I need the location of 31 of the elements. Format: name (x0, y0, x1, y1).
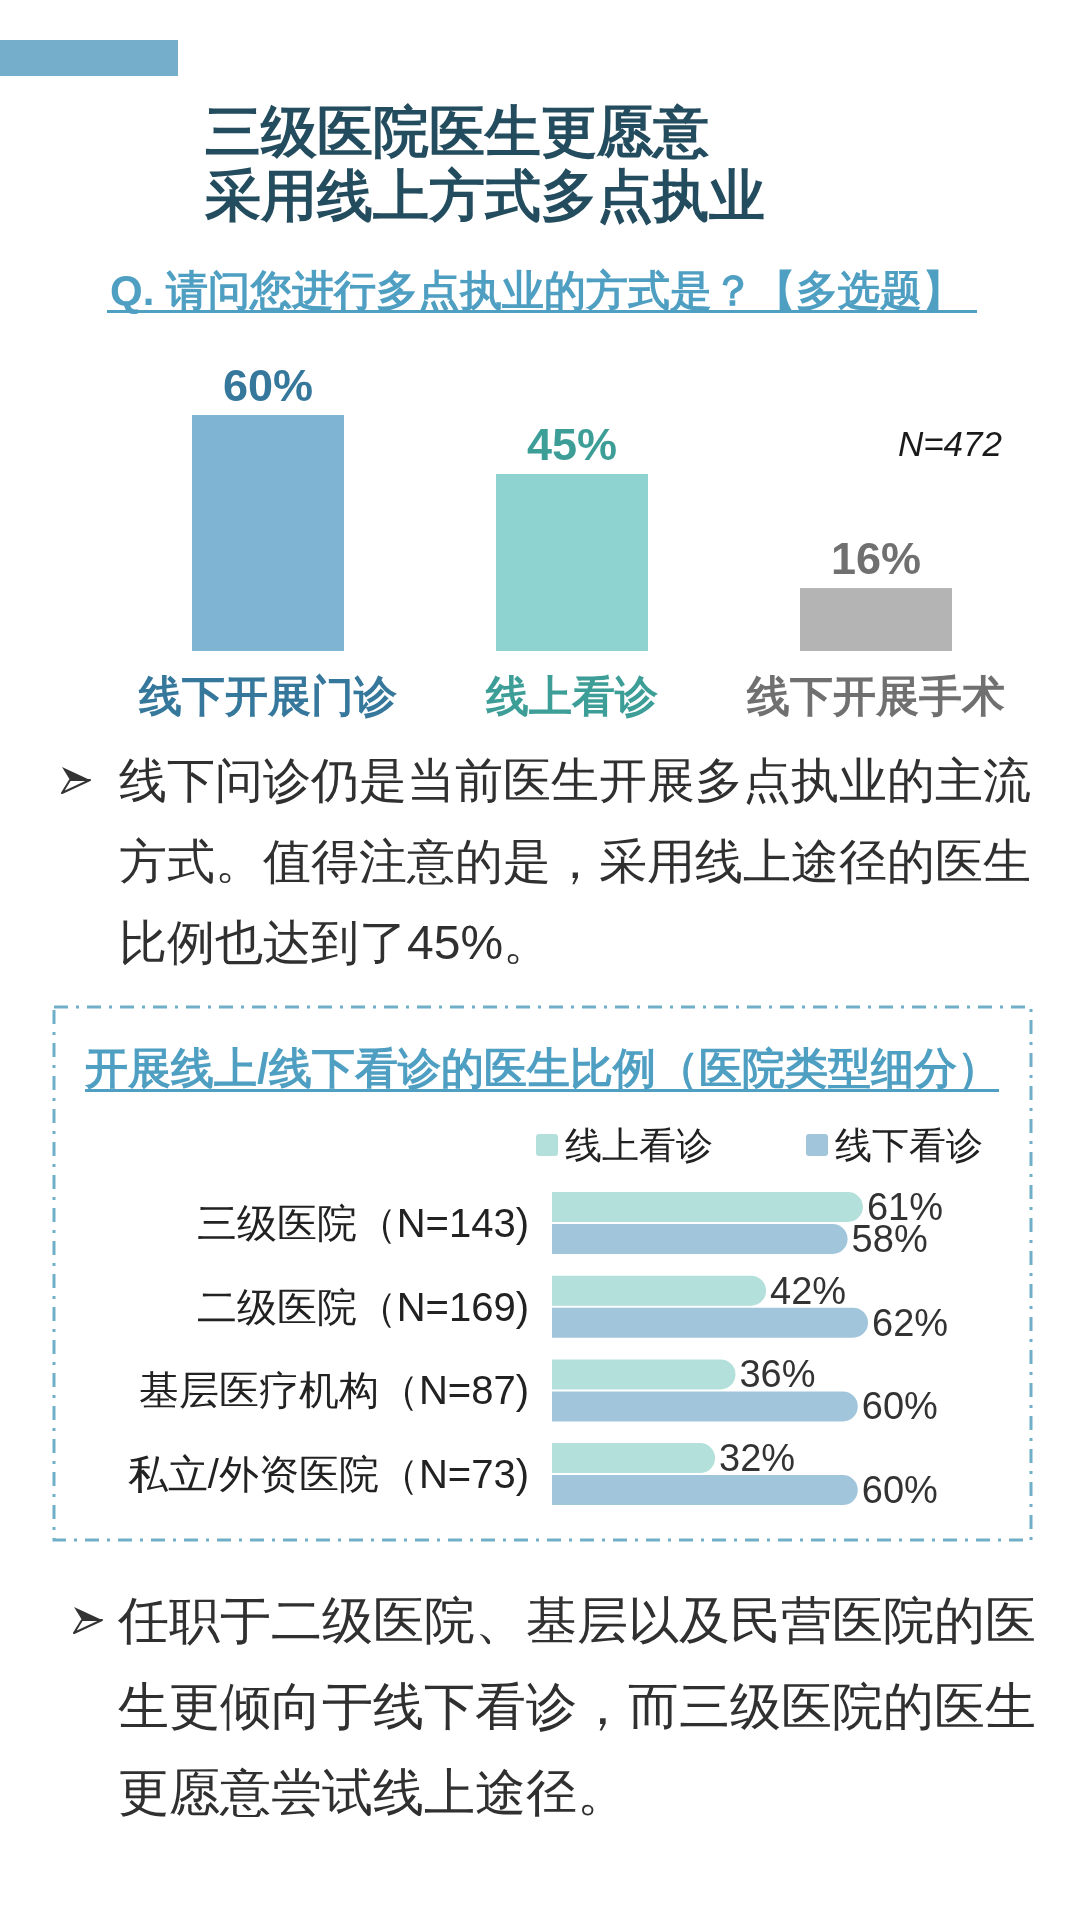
legend-label: 线下看诊 (835, 1124, 983, 1166)
annotation: N=472 (897, 423, 1002, 463)
bar (552, 1475, 858, 1506)
bar (552, 1359, 736, 1390)
data-label: 60% (861, 1385, 938, 1428)
data-label: 62% (872, 1301, 949, 1344)
data-label: 45% (526, 418, 618, 470)
y-tick-label: 基层医疗机构（N=87) (138, 1368, 529, 1413)
data-label: 60% (222, 359, 314, 411)
data-label: 32% (719, 1437, 796, 1480)
bar (552, 1391, 858, 1422)
y-tick-label: 三级医院（N=143) (196, 1201, 529, 1245)
data-label: 16% (830, 532, 922, 584)
y-tick-label: 私立/外资医院（N=73) (127, 1452, 529, 1497)
data-label: 36% (739, 1353, 816, 1396)
x-tick-label: 线下开展手术 (746, 672, 1005, 720)
text: 任职于二级医院、基层以及民营医院的医生更倾向于线下看诊，而三级医院的医生更愿意尝试线上途径。 (117, 1591, 1036, 1821)
bar (552, 1192, 863, 1222)
chart-title: 三级医院医生更愿意采用线上方式多点执业 (204, 101, 765, 227)
bar (552, 1224, 848, 1254)
bar (552, 1307, 868, 1338)
y-tick-label: 二级医院（N=169) (196, 1284, 529, 1329)
x-tick-label: 线上看诊 (485, 672, 659, 720)
data-label: 42% (770, 1269, 847, 1312)
data-label: 60% (861, 1469, 938, 1512)
text: 线下问诊仍是当前医生开展多点执业的主流方式。值得注意的是，采用线上途径的医生比例也达到了45%。 (119, 753, 1031, 969)
legend-label: 线上看诊 (565, 1124, 713, 1166)
chart-title: 开展线上/线下看诊的医生比例（医院类型细分） (84, 1044, 1000, 1092)
bar (552, 1443, 716, 1474)
bar (552, 1275, 767, 1306)
x-tick-label: 线下开展门诊 (138, 672, 398, 720)
